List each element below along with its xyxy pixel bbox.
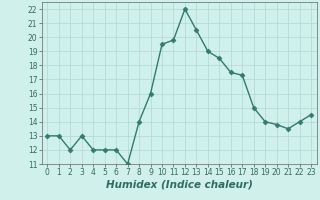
X-axis label: Humidex (Indice chaleur): Humidex (Indice chaleur)	[106, 180, 252, 190]
